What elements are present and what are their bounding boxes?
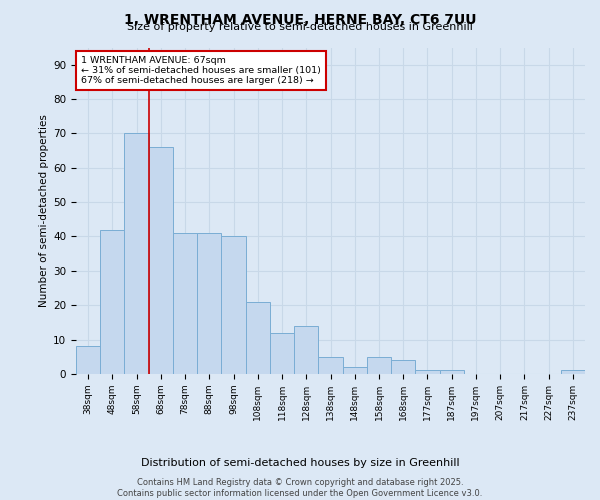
Text: 1, WRENTHAM AVENUE, HERNE BAY, CT6 7UU: 1, WRENTHAM AVENUE, HERNE BAY, CT6 7UU (124, 12, 476, 26)
Bar (440, 370, 464, 374)
Bar (561, 370, 585, 374)
Bar (76, 346, 100, 374)
Y-axis label: Number of semi-detached properties: Number of semi-detached properties (39, 114, 49, 307)
Bar (319, 356, 343, 374)
Text: Contains HM Land Registry data © Crown copyright and database right 2025.
Contai: Contains HM Land Registry data © Crown c… (118, 478, 482, 498)
Bar (245, 302, 270, 374)
Bar (367, 356, 391, 374)
Bar (100, 230, 124, 374)
Bar (415, 370, 440, 374)
Bar (294, 326, 319, 374)
Bar (343, 367, 367, 374)
Text: 1 WRENTHAM AVENUE: 67sqm
← 31% of semi-detached houses are smaller (101)
67% of : 1 WRENTHAM AVENUE: 67sqm ← 31% of semi-d… (81, 56, 321, 86)
Bar (173, 233, 197, 374)
Bar (221, 236, 245, 374)
Text: Size of property relative to semi-detached houses in Greenhill: Size of property relative to semi-detach… (127, 22, 473, 32)
Bar (149, 147, 173, 374)
Bar (391, 360, 415, 374)
Bar (270, 332, 294, 374)
Text: Distribution of semi-detached houses by size in Greenhill: Distribution of semi-detached houses by … (140, 458, 460, 468)
Bar (124, 134, 149, 374)
Bar (197, 233, 221, 374)
